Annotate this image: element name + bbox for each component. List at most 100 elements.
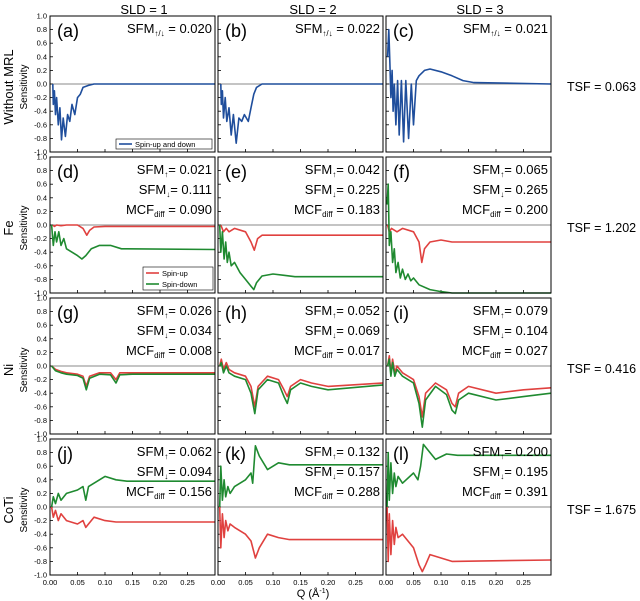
metric-value: = 0.132 bbox=[336, 444, 380, 459]
metric-value: = 0.021 bbox=[168, 162, 212, 177]
tsf-label-row2: TSF = 1.202 bbox=[567, 221, 636, 235]
x-axis-label-close: ) bbox=[326, 588, 330, 600]
panel-grid: 1.0 0.8 0.6 0.4 0.2 0.0 -0.2 -0.4 -0.6 -0.8 -1.0 (a… bbox=[34, 12, 552, 587]
legend-label-spin-up: Spin-up bbox=[162, 269, 188, 278]
y-tick-label: 0.6 bbox=[37, 462, 47, 471]
panel-frame bbox=[49, 297, 216, 435]
y-tick-label: -1.0 bbox=[34, 289, 47, 298]
metric-value: = 0.200 bbox=[501, 202, 548, 217]
column-header-sld1: SLD = 1 bbox=[120, 2, 167, 17]
metric-name: SFM bbox=[473, 323, 500, 338]
y-tick-label: 1.0 bbox=[37, 12, 47, 21]
metric-value: = 0.183 bbox=[333, 202, 380, 217]
tsf-label-row4: TSF = 1.675 bbox=[567, 503, 636, 517]
metric-name: MCF bbox=[294, 484, 322, 499]
metric-value: = 0.288 bbox=[333, 484, 380, 499]
metric-text: MCFdiff = 0.391 bbox=[462, 484, 548, 501]
metric-subscript: ↑ bbox=[164, 170, 168, 179]
metric-subscript: ↓ bbox=[166, 190, 170, 199]
panel-frame bbox=[49, 156, 216, 294]
y-tick-label: -0.8 bbox=[34, 416, 47, 425]
y-axis-label-row3: Sensitivity bbox=[19, 347, 30, 392]
metric-text: SFM↑= 0.132 bbox=[305, 444, 380, 461]
metric-name: SFM bbox=[137, 303, 164, 318]
x-tick-label: 0.10 bbox=[434, 578, 449, 587]
metric-name: MCF bbox=[126, 202, 154, 217]
metric-subscript: ↑ bbox=[500, 170, 504, 179]
metric-subscript: ↑/↓ bbox=[490, 29, 500, 38]
panel-frame bbox=[217, 15, 384, 153]
metric-name: SFM bbox=[463, 21, 490, 36]
row-header-ni: Ni bbox=[1, 364, 16, 376]
y-tick-label: -0.2 bbox=[34, 234, 47, 243]
metric-name: MCF bbox=[462, 343, 490, 358]
metric-text: SFM↑/↓ = 0.022 bbox=[295, 21, 380, 38]
y-tick-label: 0.4 bbox=[37, 475, 47, 484]
metric-subscript: ↓ bbox=[500, 472, 504, 481]
series-line-spin-down bbox=[50, 224, 216, 260]
series-line-spin-updown bbox=[220, 83, 383, 144]
metric-value: = 0.069 bbox=[336, 323, 380, 338]
y-tick-label: -0.4 bbox=[34, 530, 47, 539]
y-tick-label: -0.2 bbox=[34, 516, 47, 525]
y-tick-label: -0.8 bbox=[34, 275, 47, 284]
metric-value: = 0.017 bbox=[333, 343, 380, 358]
panel-label: (g) bbox=[57, 303, 79, 323]
y-tick-label: -0.4 bbox=[34, 107, 47, 116]
y-tick-label: -0.6 bbox=[34, 120, 47, 129]
metric-value: = 0.008 bbox=[165, 343, 212, 358]
metric-value: = 0.022 bbox=[333, 21, 380, 36]
x-tick-label: 0.05 bbox=[70, 578, 85, 587]
series-line-spin-updown bbox=[386, 28, 552, 143]
column-header-sld3: SLD = 3 bbox=[456, 2, 503, 17]
x-tick-label: 0.05 bbox=[406, 578, 421, 587]
y-tick-label: -1.0 bbox=[34, 430, 47, 439]
x-axis-label: Q (Å-1) bbox=[297, 587, 330, 600]
series-line-spin-down bbox=[386, 358, 552, 428]
metric-name: SFM bbox=[473, 182, 500, 197]
x-tick-label: 0.00 bbox=[43, 578, 58, 587]
series-line-spin-up bbox=[386, 506, 552, 573]
metric-name: SFM bbox=[473, 303, 500, 318]
metric-value: = 0.200 bbox=[504, 444, 548, 459]
metric-value: = 0.225 bbox=[336, 182, 380, 197]
metric-value: = 0.195 bbox=[504, 464, 548, 479]
y-tick-label: 0.0 bbox=[37, 362, 47, 371]
panel-10: 1.00.80.60.40.20.0-0.2-0.4-0.6-0.8-1.00.… bbox=[34, 435, 216, 587]
panel-2: (b) SFM↑/↓ = 0.022 bbox=[217, 15, 384, 153]
metric-name: SFM bbox=[137, 444, 164, 459]
panel-frame bbox=[217, 297, 384, 435]
x-tick-label: 0.25 bbox=[348, 578, 363, 587]
y-tick-label: -0.6 bbox=[34, 261, 47, 270]
series-line-spin-down bbox=[386, 183, 551, 294]
y-tick-label: 0.8 bbox=[37, 307, 47, 316]
metric-value: = 0.157 bbox=[336, 464, 380, 479]
series-line-spin-up bbox=[52, 224, 215, 236]
panel-label: (c) bbox=[393, 21, 414, 41]
series-line-spin-up bbox=[218, 358, 384, 408]
series-line-spin-up bbox=[386, 355, 552, 418]
metric-name: SFM bbox=[305, 464, 332, 479]
metric-subscript: diff bbox=[490, 351, 501, 360]
metric-value: = 0.021 bbox=[501, 21, 548, 36]
metric-name: SFM bbox=[305, 182, 332, 197]
metric-text: SFM↑= 0.042 bbox=[305, 162, 380, 179]
y-tick-label: 0.2 bbox=[37, 348, 47, 357]
metric-name: SFM bbox=[473, 162, 500, 177]
panel-label: (l) bbox=[393, 444, 409, 464]
metric-name: SFM bbox=[139, 182, 166, 197]
series-line-spin-up bbox=[51, 365, 215, 388]
y-tick-label: -0.2 bbox=[34, 375, 47, 384]
metric-text: SFM↑/↓ = 0.020 bbox=[127, 21, 212, 38]
legend-label-spin-down: Spin-down bbox=[162, 280, 197, 289]
y-tick-label: 1.0 bbox=[37, 435, 47, 444]
metric-name: SFM bbox=[137, 464, 164, 479]
series-line-spin-down bbox=[218, 445, 383, 508]
x-tick-label: 0.20 bbox=[153, 578, 168, 587]
metric-text: MCFdiff = 0.200 bbox=[462, 202, 548, 219]
